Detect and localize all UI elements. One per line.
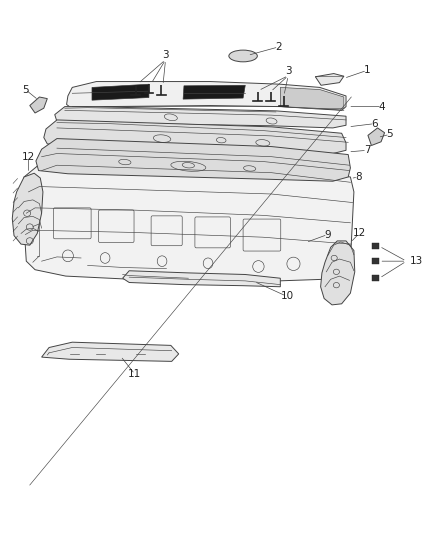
Text: 3: 3 <box>162 51 169 60</box>
Polygon shape <box>36 139 350 181</box>
Polygon shape <box>55 107 346 128</box>
Polygon shape <box>280 87 344 109</box>
Text: 8: 8 <box>355 172 362 182</box>
Text: 1: 1 <box>364 66 371 75</box>
Text: 10: 10 <box>280 292 293 301</box>
Polygon shape <box>321 241 355 305</box>
Bar <box>372 243 379 249</box>
Text: 9: 9 <box>324 230 331 239</box>
Polygon shape <box>67 82 346 110</box>
Polygon shape <box>12 173 43 245</box>
Polygon shape <box>30 97 47 113</box>
Text: 12: 12 <box>22 152 35 161</box>
Polygon shape <box>183 85 245 99</box>
Text: 5: 5 <box>22 85 29 94</box>
Text: 7: 7 <box>364 146 371 155</box>
Polygon shape <box>42 342 179 361</box>
Bar <box>372 258 379 264</box>
Text: 5: 5 <box>386 130 393 139</box>
Polygon shape <box>123 271 280 287</box>
Polygon shape <box>44 120 346 154</box>
Ellipse shape <box>229 50 258 62</box>
Polygon shape <box>315 74 344 85</box>
Polygon shape <box>92 84 149 100</box>
Text: 4: 4 <box>378 102 385 111</box>
Text: 3: 3 <box>285 67 292 76</box>
Polygon shape <box>22 160 354 281</box>
Text: 12: 12 <box>353 229 366 238</box>
Text: 6: 6 <box>371 119 378 128</box>
Polygon shape <box>368 128 385 146</box>
Text: 11: 11 <box>128 369 141 379</box>
Bar <box>372 275 379 281</box>
Text: 13: 13 <box>410 256 423 266</box>
Text: 2: 2 <box>275 42 282 52</box>
